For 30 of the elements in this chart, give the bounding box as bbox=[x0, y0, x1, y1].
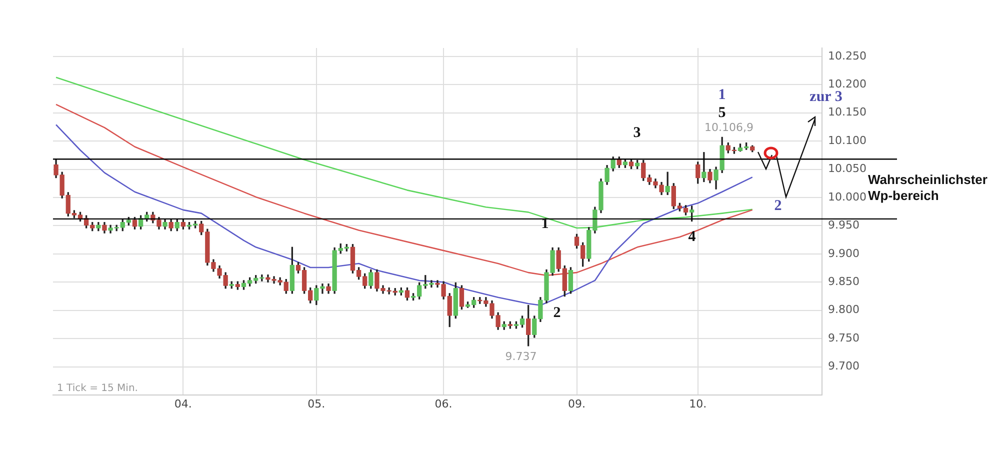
x-tick-label: 10. bbox=[689, 397, 707, 410]
annotation: 10.106,9 bbox=[704, 121, 754, 134]
y-tick-label: 10.000 bbox=[828, 190, 866, 204]
candlestick bbox=[702, 152, 706, 182]
y-tick-label: 9.850 bbox=[828, 275, 860, 288]
y-tick-label: 10.250 bbox=[828, 49, 866, 62]
annotation: 1 bbox=[718, 86, 726, 104]
y-tick-label: 10.050 bbox=[828, 162, 866, 176]
annotation: 2 bbox=[553, 304, 561, 322]
y-tick-label: 9.950 bbox=[828, 218, 860, 232]
annotation: 1 Tick = 15 Min. bbox=[57, 383, 138, 395]
y-tick-label: 9.750 bbox=[828, 331, 860, 344]
y-tick-label: 9.900 bbox=[828, 246, 860, 260]
y-tick-label: 10.100 bbox=[828, 134, 866, 147]
x-tick-label: 09. bbox=[568, 397, 586, 410]
x-tick-label: 06. bbox=[434, 397, 452, 410]
text: Wahrscheinlichster Wp-bereich bbox=[868, 172, 988, 204]
y-tick-label: 9.700 bbox=[828, 360, 860, 373]
annotation: 1 bbox=[541, 215, 549, 233]
annotation: zur 3 bbox=[810, 88, 842, 106]
y-tick-label: 10.150 bbox=[828, 106, 866, 119]
y-tick-label: 10.200 bbox=[828, 78, 866, 91]
x-tick-label: 05. bbox=[308, 397, 326, 410]
annotation: 3 bbox=[633, 124, 641, 142]
annotation: 2 bbox=[774, 197, 782, 215]
annotation: 4 bbox=[688, 228, 696, 246]
annotation: 5 bbox=[718, 104, 726, 122]
y-tick-label: 9.800 bbox=[828, 303, 860, 316]
x-tick-label: 04. bbox=[174, 397, 192, 410]
annotation: 9.737 bbox=[505, 350, 537, 364]
